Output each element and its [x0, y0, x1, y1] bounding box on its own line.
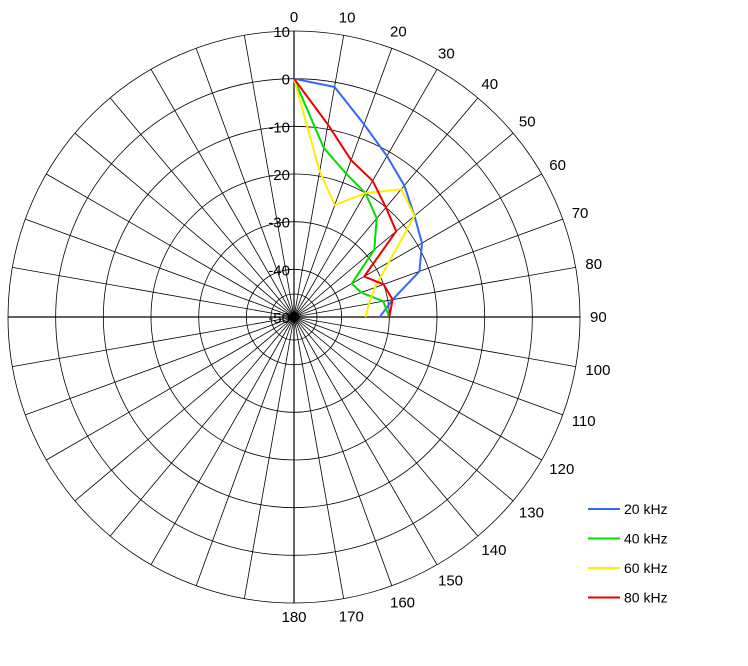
radial-tick-label: -50 — [268, 310, 290, 327]
radial-tick-label: -40 — [268, 262, 290, 279]
series-line-80-khz — [293, 78, 398, 318]
grid-spoke-150 — [293, 316, 438, 565]
angle-tick-label: 30 — [438, 46, 455, 63]
grid-spoke-110 — [293, 316, 563, 416]
grid-spoke-250 — [25, 316, 295, 416]
angle-tick-label: 90 — [590, 309, 607, 326]
axis-labels: 0 102030405060708090100110120130140150160… — [268, 9, 610, 626]
radial-tick-label: 0 — [282, 72, 290, 89]
angle-tick-label: 40 — [481, 76, 498, 93]
grid-spoke-260 — [12, 316, 295, 368]
grid-spoke-340 — [195, 48, 295, 318]
grid-spoke-130 — [293, 316, 514, 502]
grid-spoke-230 — [74, 316, 295, 502]
grid-spoke-60 — [293, 173, 542, 318]
grid-spoke-350 — [243, 35, 295, 318]
angle-tick-label: 150 — [438, 572, 463, 589]
radial-tick-label: -10 — [268, 119, 290, 136]
grid-spoke-280 — [12, 266, 295, 318]
grid-spoke-170 — [293, 316, 345, 599]
radial-tick-label: -20 — [268, 167, 290, 184]
grid-spoke-50 — [293, 132, 514, 318]
angle-tick-label: 80 — [585, 256, 602, 273]
legend: 20 kHz 40 kHz 60 kHz 80 kHz — [588, 501, 668, 606]
polar-grid — [7, 30, 581, 604]
grid-spoke-120 — [293, 316, 542, 461]
series-lines — [293, 77, 423, 318]
radial-tick-label: -30 — [268, 215, 290, 232]
angle-tick-label: 180 — [281, 609, 306, 626]
angle-tick-label: 160 — [390, 595, 415, 612]
grid-spoke-220 — [109, 316, 295, 537]
grid-spoke-10 — [293, 35, 345, 318]
grid-spoke-20 — [293, 48, 393, 318]
angle-tick-label: 10 — [339, 10, 356, 27]
legend-label: 60 kHz — [624, 560, 668, 576]
grid-spoke-320 — [109, 97, 295, 318]
grid-spoke-310 — [74, 132, 295, 318]
angle-tick-label: 100 — [585, 362, 610, 379]
grid-spoke-100 — [293, 316, 576, 368]
grid-spoke-200 — [195, 316, 295, 586]
series-line-60-khz — [293, 78, 416, 318]
angle-tick-label: 120 — [549, 461, 574, 478]
grid-spoke-330 — [150, 69, 295, 318]
legend-label: 20 kHz — [624, 501, 668, 517]
angle-tick-label: 0 — [290, 9, 298, 26]
legend-label: 40 kHz — [624, 531, 668, 547]
angle-tick-label: 170 — [339, 608, 364, 625]
grid-spoke-190 — [243, 316, 295, 599]
center-marker — [289, 312, 299, 322]
angle-tick-label: 60 — [549, 157, 566, 174]
angle-tick-label: 70 — [572, 205, 589, 222]
grid-spoke-140 — [293, 316, 479, 537]
grid-spoke-160 — [293, 316, 393, 586]
grid-spoke-240 — [46, 316, 295, 461]
grid-spoke-70 — [293, 218, 563, 318]
grid-spoke-210 — [150, 316, 295, 565]
radial-tick-label: 10 — [273, 24, 290, 41]
grid-spoke-300 — [46, 173, 295, 318]
angle-tick-label: 140 — [481, 542, 506, 559]
angle-tick-label: 50 — [519, 114, 536, 131]
grid-spoke-290 — [25, 218, 295, 318]
grid-spoke-80 — [293, 266, 576, 318]
angle-tick-label: 20 — [390, 23, 407, 40]
series-line-20-khz — [293, 77, 423, 318]
angle-tick-label: 110 — [572, 413, 596, 430]
legend-label: 80 kHz — [624, 590, 668, 606]
angle-tick-label: 130 — [519, 504, 544, 521]
